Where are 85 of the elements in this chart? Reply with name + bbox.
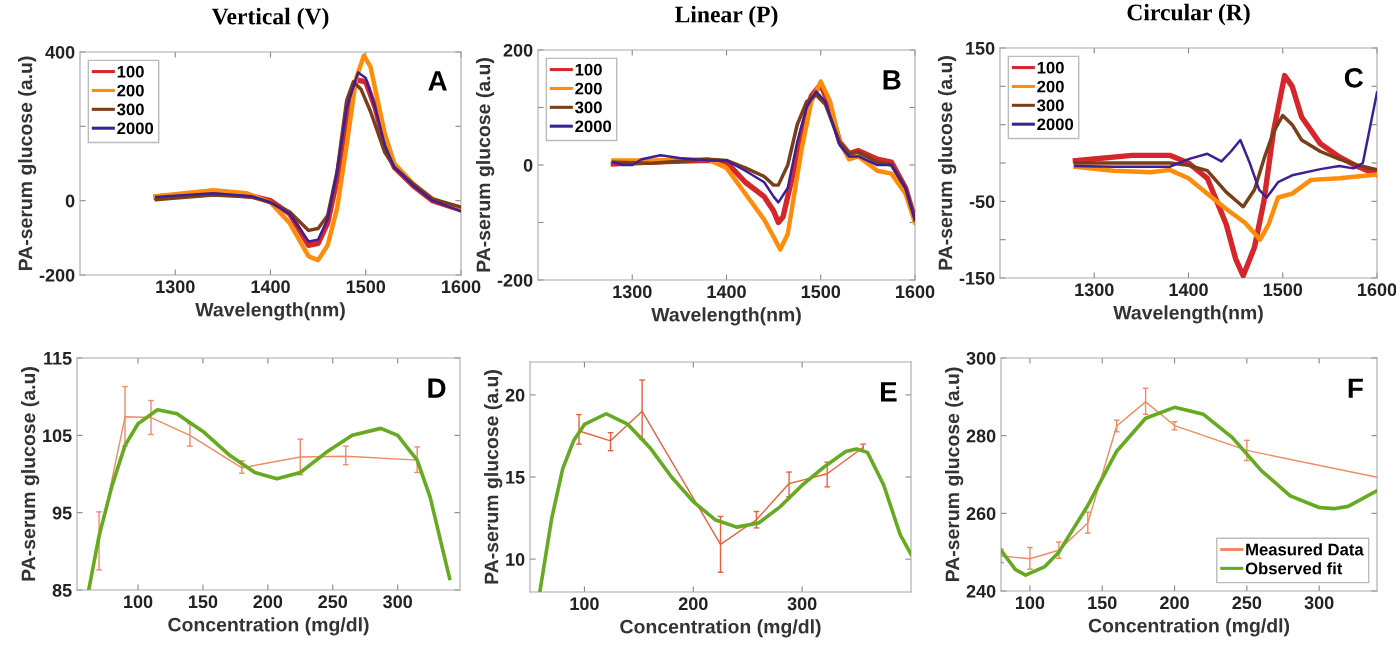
x-axis-title: Concentration (mg/dl) (168, 617, 369, 636)
x-tick-label: 250 (1232, 596, 1262, 610)
x-tick-label: 200 (253, 595, 283, 609)
y-tick-label: -200 (497, 273, 533, 287)
y-tick-label: -50 (969, 195, 995, 209)
x-tick-label: 1600 (442, 280, 481, 294)
x-tick-label: 1500 (801, 285, 841, 299)
x-tick-label: 1500 (346, 280, 386, 294)
y-axis-title: PA-serum glucose (a.u) (18, 56, 37, 271)
chart-title: Vertical (V) (211, 7, 329, 30)
y-tick-label: 15 (506, 471, 525, 484)
x-tick-label: 150 (189, 595, 218, 609)
legend-label: 100 (117, 65, 144, 78)
annotation: D (428, 378, 446, 398)
x-axis-title: Concentration (mg/dl) (1088, 618, 1290, 637)
y-tick-label: 20 (505, 388, 525, 402)
x-tick-label: 1600 (1358, 283, 1396, 297)
x-tick-label: 1400 (251, 280, 290, 294)
x-tick-label: 300 (1304, 596, 1334, 610)
annotation: F (1348, 378, 1363, 398)
line-series (1073, 164, 1377, 242)
y-tick-label: 300 (966, 351, 996, 365)
y-tick-label: 95 (52, 506, 72, 520)
y-tick-label: -150 (959, 271, 995, 285)
x-tick-label: 1300 (1075, 283, 1114, 297)
y-axis-title: PA-serum glucose (a.u) (476, 58, 495, 272)
x-tick-label: 1600 (896, 285, 935, 299)
x-axis-title: Wavelength(nm) (651, 307, 801, 326)
x-tick-label: 250 (318, 595, 348, 609)
x-tick-label: 300 (787, 597, 817, 611)
legend-label: 100 (1037, 61, 1064, 74)
legend-label: 300 (575, 101, 602, 114)
x-tick-label: 100 (570, 597, 599, 611)
y-tick-label: 0 (65, 194, 75, 208)
x-tick-label: 1500 (1263, 283, 1303, 297)
y-axis-title: PA-serum glucose (a.u) (945, 367, 964, 582)
x-axis-title: Concentration (mg/dl) (620, 619, 821, 638)
legend-label: 100 (575, 63, 602, 76)
y-tick-label: 105 (43, 429, 72, 443)
y-tick-label: 280 (966, 429, 996, 443)
y-axis-title: PA-serum glucose (a.u) (21, 367, 40, 581)
x-axis-title: Wavelength(nm) (195, 302, 345, 321)
annotation: E (880, 382, 897, 402)
y-axis-title: PA-serum glucose (a.u) (938, 56, 957, 270)
line-series (86, 408, 452, 590)
legend-label: 200 (575, 82, 602, 95)
legend-label: Observed fit (1245, 562, 1343, 575)
x-tick-label: 100 (124, 595, 153, 609)
x-tick-label: 100 (1016, 596, 1045, 610)
y-tick-label: 240 (966, 584, 996, 598)
legend-label: 300 (1037, 99, 1064, 112)
y-tick-label: 150 (966, 41, 995, 55)
chart-title: Circular (R) (1127, 3, 1250, 26)
chart-title: Linear (P) (674, 5, 778, 28)
y-axis-title: PA-serum glucose (a.u) (484, 370, 503, 584)
legend-label: 2000 (575, 120, 612, 133)
y-tick-label: 115 (44, 352, 72, 365)
x-tick-label: 300 (383, 595, 413, 609)
x-axis-title: Wavelength(nm) (1113, 305, 1263, 324)
line-series (537, 411, 911, 592)
x-tick-label: 1300 (156, 280, 195, 294)
y-tick-label: 10 (506, 553, 525, 566)
y-tick-label: 0 (523, 158, 533, 172)
x-tick-label: 200 (1160, 596, 1189, 610)
x-tick-label: 1400 (1169, 283, 1208, 297)
line-series (1073, 113, 1377, 209)
legend-label: 200 (1037, 80, 1064, 93)
y-tick-label: 85 (52, 583, 72, 597)
y-tick-label: 400 (45, 45, 75, 59)
line-series (1074, 91, 1377, 199)
annotation: A (428, 71, 447, 91)
legend-label: 200 (117, 84, 144, 97)
legend-label: 300 (117, 103, 144, 116)
x-tick-label: 150 (1088, 596, 1117, 610)
x-tick-label: 200 (678, 597, 708, 611)
annotation: B (883, 70, 901, 90)
x-tick-label: 1300 (613, 285, 652, 299)
legend-label: Measured Data (1246, 543, 1364, 556)
x-tick-label: 1400 (707, 285, 746, 299)
y-tick-label: 260 (966, 507, 996, 521)
legend-label: 2000 (117, 122, 154, 135)
legend-label: 2000 (1037, 118, 1074, 131)
y-tick-label: -200 (39, 268, 75, 282)
y-tick-label: 200 (503, 43, 533, 57)
annotation: C (1344, 67, 1364, 88)
